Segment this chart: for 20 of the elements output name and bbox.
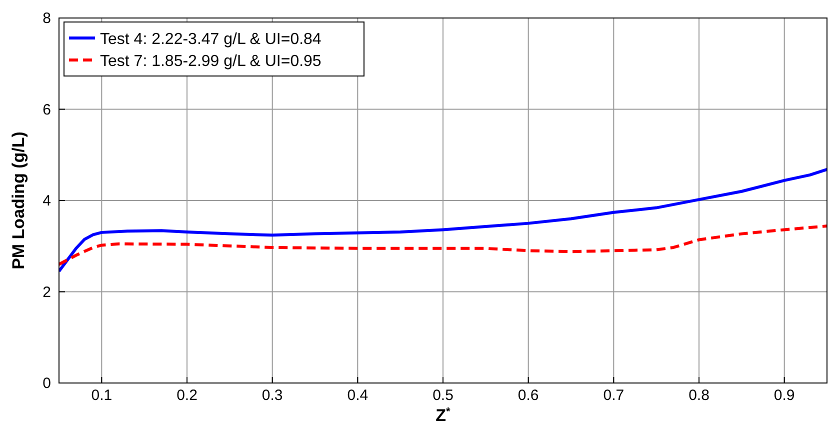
y-axis-title: PM Loading (g/L) (9, 132, 28, 270)
y-tick-label: 8 (42, 10, 51, 27)
x-tick-label: 0.8 (688, 387, 710, 404)
x-tick-label: 0.7 (603, 387, 624, 404)
legend-label: Test 4: 2.22-3.47 g/L & UI=0.84 (100, 31, 322, 48)
x-tick-label: 0.5 (432, 387, 454, 404)
y-tick-label: 2 (42, 284, 51, 301)
y-tick-label: 6 (42, 101, 51, 118)
x-tick-label: 0.9 (774, 387, 795, 404)
y-tick-label: 4 (42, 192, 51, 210)
x-tick-label: 0.4 (347, 387, 368, 404)
x-tick-label: 0.2 (176, 387, 198, 404)
x-tick-label: 0.1 (91, 387, 112, 404)
line-series (59, 224, 827, 266)
x-tick-label: 0.6 (518, 387, 539, 404)
y-tick-label: 0 (42, 375, 51, 392)
x-axis-title: Z$^{*}$ (436, 406, 452, 425)
legend-label: Test 7: 1.85-2.99 g/L & UI=0.95 (100, 53, 322, 70)
line-series (59, 168, 827, 273)
x-tick-label: 0.3 (262, 387, 283, 404)
